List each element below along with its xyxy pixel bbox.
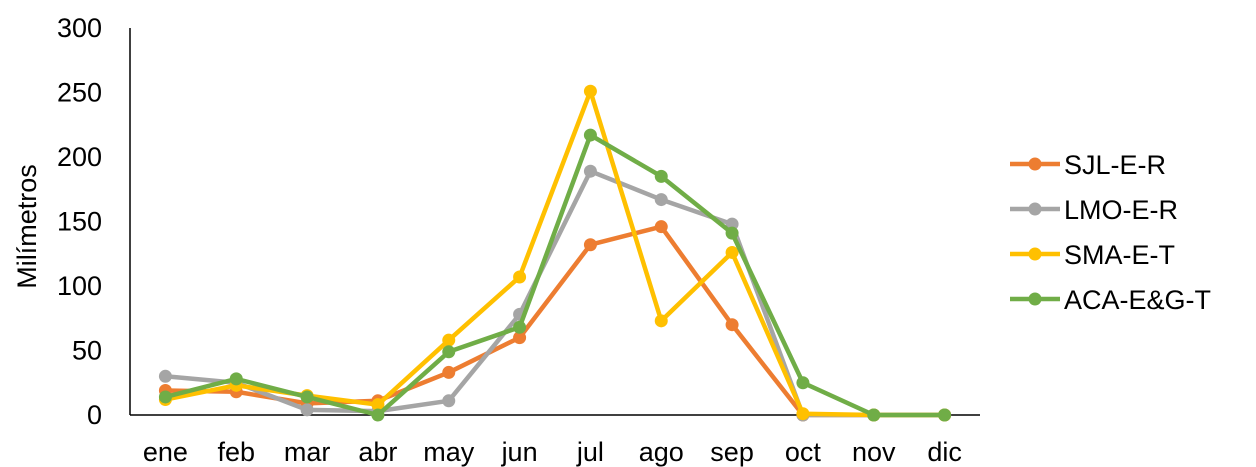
data-point xyxy=(513,270,527,284)
y-tick-label: 50 xyxy=(72,336,102,366)
x-tick-label: abr xyxy=(358,437,397,467)
y-tick-labels: 0 50 100 150 200 250 300 xyxy=(57,13,102,430)
data-point xyxy=(300,390,314,404)
x-tick-label: oct xyxy=(785,437,822,467)
data-point xyxy=(725,318,739,332)
series-3 xyxy=(158,84,952,422)
series-4 xyxy=(158,128,952,422)
x-tick-label: dic xyxy=(927,437,962,467)
series-line xyxy=(163,132,947,418)
data-point xyxy=(442,345,456,359)
y-tick-label: 0 xyxy=(87,400,102,430)
legend-label: ACA-E&G-T xyxy=(1064,285,1211,315)
data-point xyxy=(158,369,172,383)
data-point xyxy=(583,128,597,142)
data-point xyxy=(513,320,527,334)
data-point xyxy=(867,408,881,422)
data-point xyxy=(725,217,739,231)
legend-label: SJL-E-R xyxy=(1064,150,1166,180)
x-tick-labels: ene feb mar abr may jun jul ago sep oct nov dic xyxy=(143,437,962,467)
data-point xyxy=(300,403,314,417)
data-point xyxy=(583,164,597,178)
x-tick-label: nov xyxy=(852,437,896,467)
data-point xyxy=(158,390,172,404)
series-layer xyxy=(158,84,952,422)
legend-item: ACA-E&G-T xyxy=(1010,285,1211,315)
data-point xyxy=(725,226,739,240)
legend-item: LMO-E-R xyxy=(1010,195,1178,225)
legend-label: SMA-E-T xyxy=(1064,240,1175,270)
series-line xyxy=(163,88,947,418)
y-tick-label: 200 xyxy=(57,142,102,172)
data-point xyxy=(371,398,385,412)
data-point xyxy=(725,245,739,259)
data-point xyxy=(583,238,597,252)
legend-swatch-marker xyxy=(1028,202,1042,216)
y-tick-label: 250 xyxy=(57,78,102,108)
data-point xyxy=(796,407,810,421)
data-point xyxy=(654,169,668,183)
x-tick-label: jul xyxy=(576,437,604,467)
data-point xyxy=(654,314,668,328)
series-line xyxy=(163,224,947,418)
data-point xyxy=(442,365,456,379)
legend: SJL-E-R LMO-E-R SMA-E-T ACA-E&G-T xyxy=(1010,150,1211,315)
data-point xyxy=(513,331,527,345)
x-tick-label: ene xyxy=(143,437,188,467)
data-point xyxy=(371,408,385,422)
legend-label: LMO-E-R xyxy=(1064,195,1178,225)
data-point xyxy=(654,220,668,234)
data-point xyxy=(938,408,952,422)
y-tick-label: 100 xyxy=(57,271,102,301)
legend-item: SJL-E-R xyxy=(1010,150,1166,180)
x-tick-label: sep xyxy=(710,437,754,467)
axes xyxy=(129,28,980,416)
data-point xyxy=(442,394,456,408)
legend-item: SMA-E-T xyxy=(1010,240,1175,270)
x-tick-label: jun xyxy=(501,437,538,467)
data-point xyxy=(796,376,810,390)
x-tick-label: mar xyxy=(284,437,331,467)
data-point xyxy=(654,193,668,207)
legend-swatch-marker xyxy=(1028,292,1042,306)
x-tick-label: may xyxy=(423,437,475,467)
x-tick-label: feb xyxy=(217,437,255,467)
y-axis-title: Milímetros xyxy=(12,164,42,289)
data-point xyxy=(229,372,243,386)
data-point xyxy=(442,333,456,347)
legend-swatch-marker xyxy=(1028,247,1042,261)
legend-swatch-marker xyxy=(1028,157,1042,171)
data-point xyxy=(583,84,597,98)
y-tick-label: 150 xyxy=(57,207,102,237)
y-tick-label: 300 xyxy=(57,13,102,43)
x-tick-label: ago xyxy=(639,437,684,467)
